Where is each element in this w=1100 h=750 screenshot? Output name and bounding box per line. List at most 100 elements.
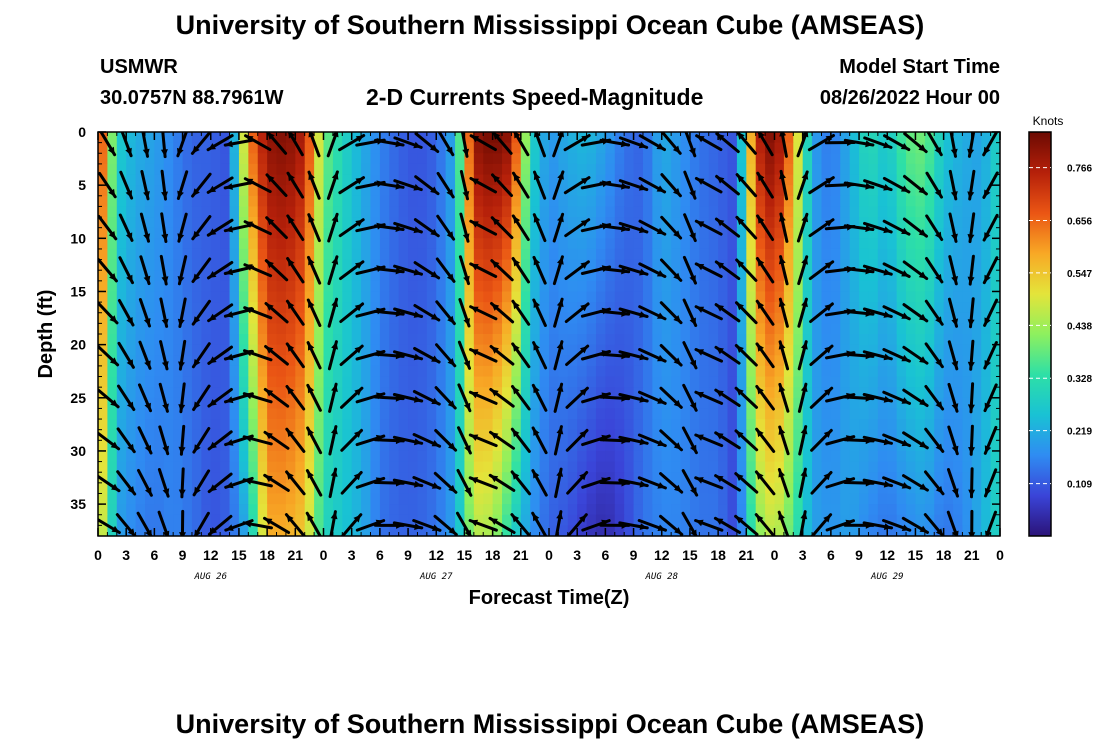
current-vector — [694, 176, 723, 194]
heatmap-cell — [605, 195, 616, 208]
heatmap-cell — [595, 376, 606, 388]
heatmap-cell — [154, 248, 165, 261]
heatmap-cell — [464, 291, 475, 303]
heatmap-cell — [755, 365, 766, 378]
heatmap-cell — [868, 132, 879, 144]
heatmap-cell — [276, 493, 287, 505]
heatmap-cell — [802, 450, 813, 463]
heatmap-cell — [370, 514, 381, 526]
current-vector — [638, 134, 666, 152]
heatmap-cell — [116, 174, 127, 186]
heatmap-cell — [661, 153, 672, 165]
heatmap-cell — [549, 525, 559, 536]
heatmap-cell — [990, 227, 1000, 239]
heatmap-cell — [248, 280, 259, 293]
heatmap-cell — [257, 461, 268, 473]
current-vector — [98, 518, 121, 534]
heatmap-cell — [426, 387, 437, 399]
heatmap-cell — [379, 334, 390, 346]
current-vector — [618, 435, 649, 446]
heatmap-cell — [135, 142, 146, 154]
heatmap-cell — [746, 493, 757, 505]
heatmap-cell — [455, 408, 466, 420]
heatmap-cell — [361, 227, 372, 239]
heatmap-cell — [304, 312, 315, 324]
heatmap-cell — [126, 514, 137, 526]
heatmap-cell — [257, 312, 268, 324]
heatmap-cell — [332, 408, 343, 420]
heatmap-cell — [257, 206, 268, 218]
heatmap-cell — [549, 397, 559, 410]
heatmap-cell — [455, 334, 466, 346]
heatmap-cell — [783, 259, 794, 271]
heatmap-cell — [642, 142, 653, 154]
heatmap-cell — [915, 280, 926, 293]
heatmap-cell — [605, 525, 616, 536]
heatmap-cell — [210, 472, 221, 484]
heatmap-cell — [558, 270, 569, 282]
heatmap-cell — [699, 408, 710, 420]
heatmap-cell — [530, 482, 541, 495]
heatmap-cell — [586, 142, 597, 154]
heatmap-cell — [830, 419, 841, 431]
heatmap-cell — [107, 387, 118, 399]
current-vector — [98, 172, 117, 199]
x-tick-label: 12 — [428, 547, 444, 563]
heatmap-cell — [436, 461, 447, 473]
current-vector — [412, 390, 441, 406]
heatmap-cell — [144, 419, 155, 431]
heatmap-cell — [530, 227, 541, 239]
current-vector — [618, 221, 649, 234]
heatmap-cell — [182, 142, 193, 154]
heatmap-cell — [934, 408, 945, 420]
current-vector — [284, 513, 306, 536]
heatmap-cell — [868, 185, 879, 197]
heatmap-cell — [408, 206, 419, 218]
heatmap-cell — [314, 174, 325, 186]
heatmap-cell — [802, 217, 813, 229]
heatmap-cell — [116, 206, 127, 218]
heatmap-cell — [896, 238, 907, 250]
heatmap-cell — [990, 461, 1000, 473]
heatmap-cell — [755, 482, 766, 495]
heatmap-cell — [887, 217, 898, 229]
heatmap-cell — [821, 195, 832, 208]
heatmap-cell — [248, 450, 259, 463]
heatmap-cell — [473, 493, 484, 505]
heatmap-cell — [849, 365, 860, 378]
heatmap-cell — [859, 429, 870, 441]
heatmap-cell — [332, 429, 343, 441]
heatmap-cell — [990, 248, 1000, 261]
heatmap-cell — [642, 174, 653, 186]
heatmap-cell — [398, 153, 409, 165]
current-vector — [414, 175, 440, 196]
current-vector — [178, 339, 187, 371]
heatmap-cell — [163, 344, 174, 356]
heatmap-cell — [981, 493, 992, 505]
heatmap-cell — [708, 355, 719, 367]
heatmap-cell — [530, 153, 541, 165]
heatmap-cell — [304, 291, 315, 303]
heatmap-cell — [229, 419, 240, 431]
current-vector — [206, 218, 234, 237]
heatmap-cell — [342, 323, 353, 335]
current-vector — [564, 260, 590, 281]
heatmap-cell — [520, 376, 531, 388]
heatmap-cell — [793, 206, 804, 218]
current-vector — [714, 217, 741, 238]
heatmap-cell — [116, 461, 127, 473]
heatmap-cell — [351, 493, 362, 505]
heatmap-cell — [708, 142, 719, 154]
heatmap-cell — [953, 153, 964, 165]
heatmap-cell — [990, 185, 1000, 197]
heatmap-cell — [549, 259, 559, 271]
heatmap-cell — [483, 376, 494, 388]
heatmap-cell — [257, 217, 268, 229]
heatmap-cell — [746, 238, 757, 250]
heatmap-cell — [708, 174, 719, 186]
heatmap-cell — [549, 376, 559, 388]
heatmap-cell — [849, 132, 860, 144]
heatmap-cell — [135, 461, 146, 473]
heatmap-cell — [849, 525, 860, 536]
heatmap-cell — [445, 344, 456, 356]
